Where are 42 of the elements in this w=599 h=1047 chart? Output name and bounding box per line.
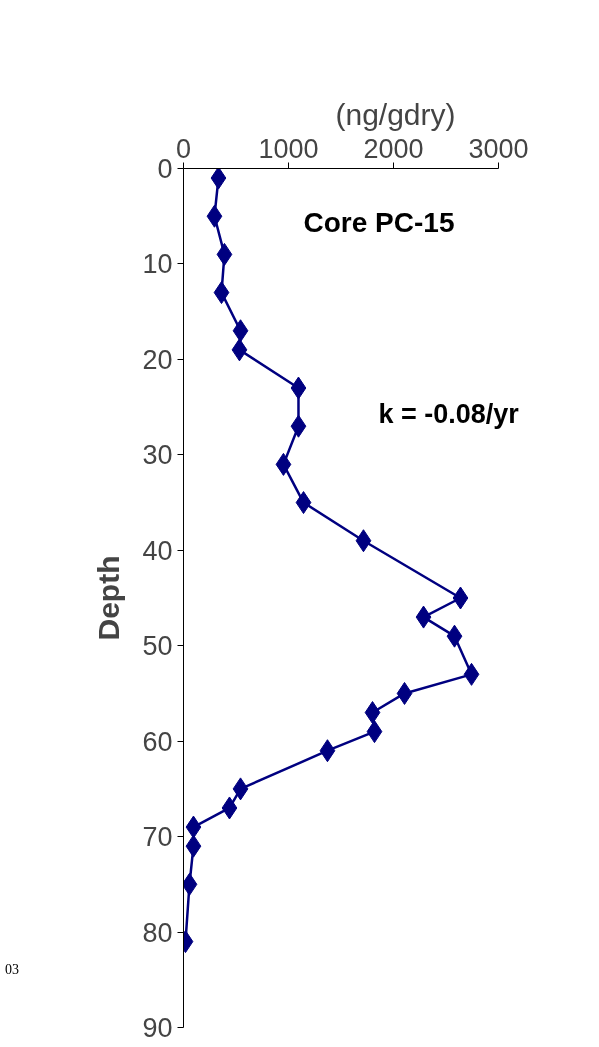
point: [290, 376, 307, 400]
x-axis-title: (ng/gdry): [335, 97, 456, 131]
text: 03: [5, 961, 19, 979]
point: [446, 624, 463, 648]
point: [232, 319, 249, 343]
point: [396, 681, 413, 705]
x-tick-label: 2000: [363, 133, 424, 164]
point: [290, 414, 307, 438]
y-tick-label: 80: [142, 917, 173, 948]
point: [231, 338, 248, 362]
y-axis-title: Depth: [92, 555, 126, 641]
point: [366, 720, 383, 744]
point: [275, 452, 292, 476]
point: [452, 586, 469, 610]
point: [295, 491, 312, 515]
point: [364, 701, 381, 725]
point: [232, 777, 249, 801]
y-tick-label: 30: [142, 440, 173, 471]
point: [185, 834, 202, 858]
point: [415, 605, 432, 629]
point: [185, 815, 202, 839]
y-tick-label: 40: [142, 535, 173, 566]
point: [355, 529, 372, 553]
annotation: k = -0.08/yr: [378, 398, 520, 429]
point: [206, 204, 223, 228]
point: [213, 281, 230, 305]
y-tick-label: 70: [142, 822, 173, 853]
annotation: Core PC-15: [303, 207, 455, 239]
y-tick-label: 10: [142, 249, 173, 280]
y-tick-label: 0: [157, 154, 173, 184]
x-tick-label: 3000: [468, 133, 529, 164]
y-tick-label: 60: [142, 726, 173, 757]
point: [463, 662, 480, 686]
point: [319, 739, 336, 763]
point: [210, 168, 227, 190]
x-tick-label: 0: [175, 133, 192, 164]
y-tick-label: 20: [142, 344, 173, 375]
point: [216, 242, 233, 266]
y-tick-label: 50: [142, 631, 173, 662]
point: [221, 796, 238, 820]
x-tick-label: 1000: [258, 133, 319, 164]
y-tick-label: 90: [142, 1013, 173, 1043]
